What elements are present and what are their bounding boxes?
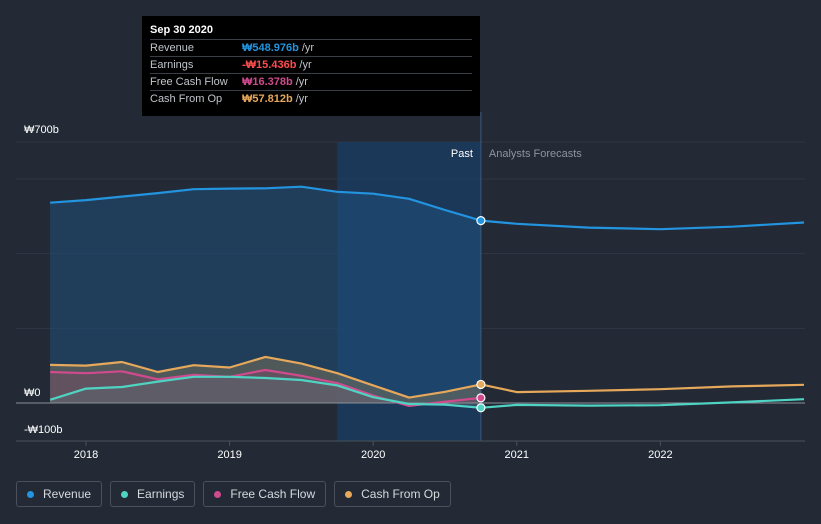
x-tick-label: 2022 [648, 449, 672, 461]
hover-tooltip: Sep 30 2020 Revenue ₩548.976b /yr Earnin… [142, 16, 480, 116]
current-markers [476, 216, 486, 413]
marker-earnings [476, 403, 486, 413]
tooltip-date: Sep 30 2020 [150, 24, 213, 36]
y-tick-label: ₩700b [24, 124, 59, 136]
area-cash-from-op [50, 356, 481, 403]
y-tick-label: ₩0 [24, 387, 41, 399]
tooltip-label: Earnings [150, 59, 194, 71]
legend-label: Revenue [43, 487, 92, 501]
marker-revenue [476, 216, 486, 226]
line-revenue-forecast [480, 219, 805, 231]
forecast-label: Analysts Forecasts [489, 148, 582, 160]
legend-label: Cash From Op [361, 487, 440, 501]
legend-item-revenue[interactable]: Revenue [16, 481, 103, 507]
series-lines [49, 185, 805, 409]
marker-cash-from-op [476, 379, 486, 390]
legend-dot-icon [121, 490, 129, 498]
legend-dot-icon [214, 490, 222, 498]
x-tick-label: 2020 [361, 449, 385, 461]
line-cash-from-op-forecast [480, 383, 805, 394]
x-tick-label: 2021 [505, 449, 529, 461]
area-earnings [50, 376, 481, 408]
tooltip-unit: /yr [301, 42, 315, 54]
tooltip-row-free-cash-flow: Free Cash Flow ₩16.378b /yr [150, 73, 472, 90]
legend-dot-icon [345, 490, 353, 498]
x-tick-label: 2019 [217, 449, 241, 461]
tooltip-unit: /yr [295, 76, 308, 88]
tooltip-label: Revenue [150, 42, 195, 54]
area-revenue [50, 186, 481, 403]
tooltip-row-earnings: Earnings -₩15.436b /yr [150, 56, 472, 73]
legend-item-earnings[interactable]: Earnings [110, 481, 196, 507]
line-earnings-forecast [480, 398, 805, 409]
tooltip-value: ₩548.976b [242, 42, 299, 54]
line-cash-from-op-past [50, 355, 482, 399]
series-areas [50, 186, 481, 408]
past-label: Past [451, 148, 473, 160]
tooltip-label: Free Cash Flow [150, 76, 228, 88]
line-free-cash-flow-past [50, 368, 482, 407]
marker-free-cash-flow [476, 393, 486, 403]
tooltip-value: ₩16.378b [242, 76, 293, 88]
tooltip-unit: /yr [299, 59, 312, 71]
tooltip-row-cash-from-op: Cash From Op ₩57.812b /yr [150, 90, 472, 107]
y-axis-ticks: ₩700b ₩0 -₩100b [24, 124, 63, 436]
x-tick-label: 2018 [74, 449, 98, 461]
legend-item-free-cash-flow[interactable]: Free Cash Flow [203, 481, 327, 507]
x-axis-ticks: 2018 2019 2020 2021 2022 [74, 441, 673, 461]
tooltip-value: ₩57.812b [242, 93, 293, 105]
tooltip-label: Cash From Op [150, 93, 223, 105]
legend-dot-icon [27, 490, 34, 498]
y-tick-label: -₩100b [24, 424, 63, 436]
legend-label: Free Cash Flow [230, 487, 316, 501]
legend: Revenue Earnings Free Cash Flow Cash Fro… [16, 481, 451, 507]
tooltip-value: -₩15.436b [242, 59, 297, 71]
tooltip-row-revenue: Revenue ₩548.976b /yr [150, 39, 472, 56]
line-earnings-past [49, 375, 481, 409]
legend-label: Earnings [137, 487, 185, 501]
line-revenue-past [50, 185, 482, 222]
tooltip-unit: /yr [295, 93, 308, 105]
legend-item-cash-from-op[interactable]: Cash From Op [334, 481, 451, 507]
